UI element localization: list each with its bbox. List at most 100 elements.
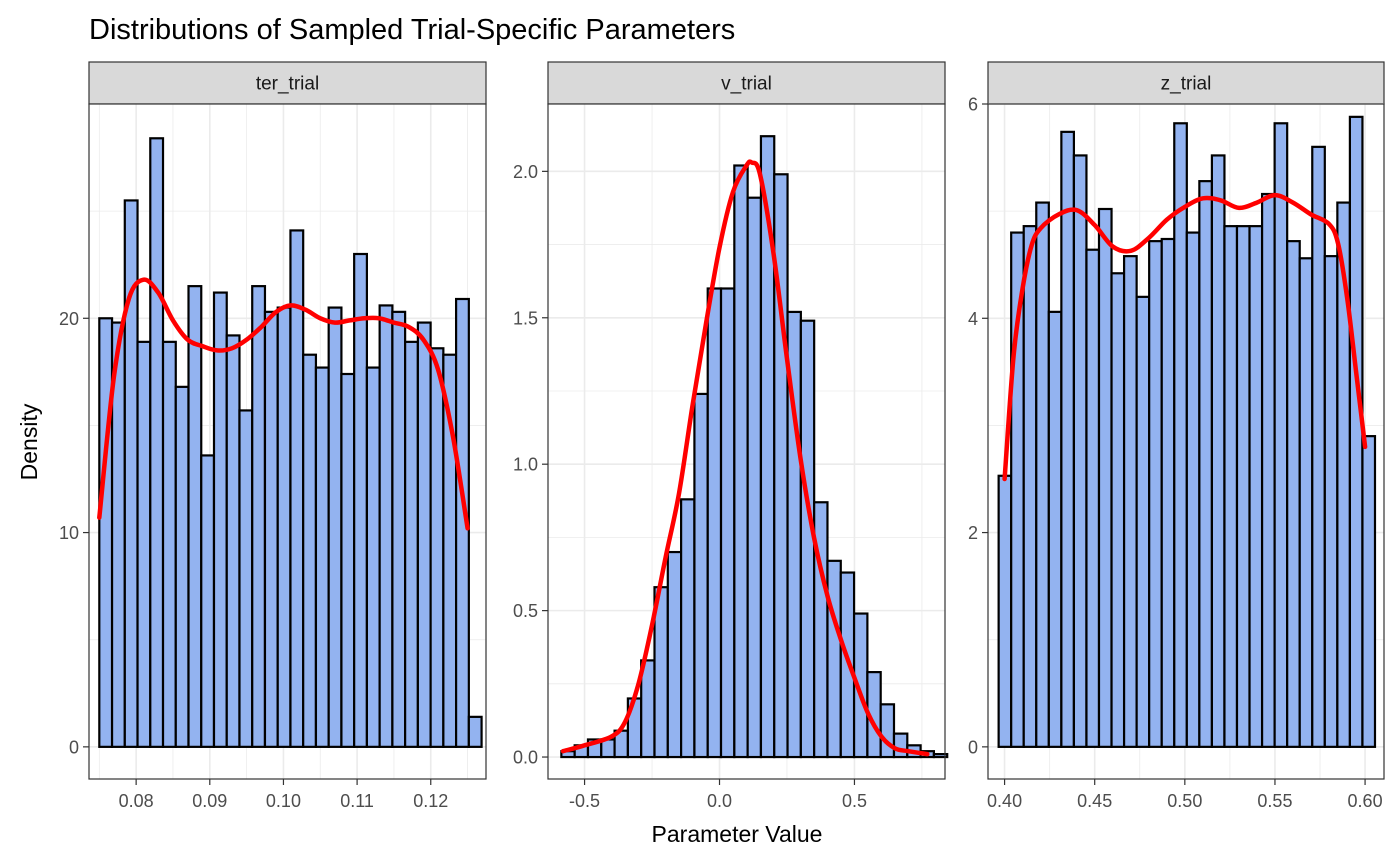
y-tick-label: 0.5 (513, 601, 538, 621)
histogram-bar (826, 559, 842, 759)
histogram-bar (1311, 145, 1326, 748)
x-tick-label: 0.55 (1257, 791, 1292, 811)
x-tick-label: 0.08 (119, 791, 154, 811)
histogram-bar (1060, 130, 1076, 748)
histogram-bar (314, 366, 330, 748)
histogram-bar (1248, 225, 1264, 748)
histogram-bar (429, 347, 445, 748)
histogram-bar (680, 498, 696, 759)
histogram-bar (404, 340, 419, 748)
histogram-bar (1210, 154, 1226, 748)
histogram-bar (251, 285, 267, 748)
histogram-bar (746, 196, 763, 759)
histogram-bar (706, 287, 723, 759)
y-tick-label: 6 (968, 95, 978, 115)
panel-border (88, 103, 487, 780)
histogram-bar (1298, 257, 1314, 748)
histogram-bar (365, 366, 381, 748)
histogram-bar (1223, 225, 1239, 748)
histogram-bar (327, 306, 343, 748)
y-tick-label: 4 (968, 309, 978, 329)
histogram-bar (302, 353, 318, 748)
histogram-bar (1148, 240, 1163, 748)
histogram-bar (225, 334, 241, 748)
histogram-bar (733, 164, 749, 759)
histogram-bar (187, 285, 203, 748)
histogram-bar (1286, 240, 1301, 748)
x-tick-label: 0.45 (1077, 791, 1112, 811)
y-axis-title: Density (16, 403, 42, 480)
histogram-bar (1110, 272, 1126, 748)
histogram-bar (174, 385, 190, 748)
histogram-bar (98, 317, 114, 748)
histogram-bars (560, 135, 949, 759)
histogram-bar (149, 137, 165, 748)
histogram-bar (340, 372, 356, 748)
density-curve (560, 159, 930, 757)
histogram-bar (200, 454, 216, 748)
histogram-bar (1348, 115, 1364, 748)
x-tick-label: 0.10 (266, 791, 301, 811)
x-tick-label: 0.50 (1167, 791, 1202, 811)
histogram-bar (640, 659, 656, 759)
panel-v-trial: v_trial -0.5 0.0 0.5 0.0 0.5 1.0 1.5 2.0 (513, 61, 949, 811)
histogram-bars (997, 115, 1377, 748)
histogram-bar (1173, 122, 1188, 748)
histogram-bar (1260, 192, 1276, 748)
y-tick-label: 2 (968, 523, 978, 543)
histogram-bar (1235, 225, 1251, 748)
histogram-bar (416, 321, 432, 748)
x-tick-label: 0.60 (1348, 791, 1383, 811)
histogram-bar (1323, 255, 1339, 748)
histogram-bar (467, 715, 483, 748)
x-tick-label: 0.12 (413, 791, 448, 811)
histogram-bar (666, 550, 683, 759)
histogram-bar (1185, 231, 1201, 748)
x-tick-label: 0.09 (192, 791, 227, 811)
histogram-bar (1072, 154, 1088, 748)
axes: 0.08 0.09 0.10 0.11 0.12 0 10 20 (59, 309, 448, 811)
histogram-bar (136, 340, 152, 748)
histogram-bar (932, 753, 949, 759)
y-tick-label: 1.5 (513, 308, 538, 328)
x-tick-label: 0.40 (987, 791, 1022, 811)
strip-label: v_trial (721, 74, 772, 95)
histogram-bars (98, 137, 483, 748)
y-tick-label: 10 (59, 523, 79, 543)
panel-z-trial: z_trial 0.40 0.45 0.50 0.55 0.60 0 2 4 6 (968, 61, 1385, 812)
y-tick-label: 2.0 (513, 162, 538, 182)
y-tick-label: 0 (968, 737, 978, 757)
x-tick-label: 0.0 (707, 791, 732, 811)
x-tick-label: 0.11 (340, 791, 374, 811)
histogram-bar (391, 310, 407, 748)
histogram-bar (892, 732, 909, 759)
histogram-bar (693, 392, 709, 759)
panel-border (987, 103, 1385, 780)
histogram-bar (997, 474, 1013, 748)
x-tick-label: 0.5 (842, 791, 867, 811)
histogram-bar (161, 340, 177, 748)
histogram-bar (1047, 310, 1063, 748)
histogram-bar (1361, 435, 1377, 748)
y-tick-label: 1.0 (513, 455, 538, 475)
histogram-bar (353, 252, 368, 748)
histogram-bar (1022, 225, 1038, 748)
x-tick-label: -0.5 (569, 791, 600, 811)
histogram-bar (1097, 207, 1113, 748)
histogram-bar (1122, 255, 1138, 748)
histogram-bar (378, 304, 394, 748)
chart-title: Distributions of Sampled Trial-Specific … (89, 14, 735, 46)
axes: 0.40 0.45 0.50 0.55 0.60 0 2 4 6 (968, 95, 1383, 812)
histogram-bar (1085, 248, 1101, 748)
strip-label: z_trial (1161, 74, 1212, 95)
histogram-bar (212, 291, 228, 748)
histogram-bar (263, 310, 279, 748)
histogram-bar (1198, 180, 1214, 748)
y-tick-label: 0 (69, 737, 79, 757)
histogram-bar (238, 409, 254, 748)
histogram-bar (1035, 201, 1050, 748)
panel-border (547, 103, 946, 780)
x-axis-title: Parameter Value (652, 821, 823, 847)
histogram-bar (276, 306, 292, 748)
y-tick-label: 0.0 (513, 748, 538, 768)
